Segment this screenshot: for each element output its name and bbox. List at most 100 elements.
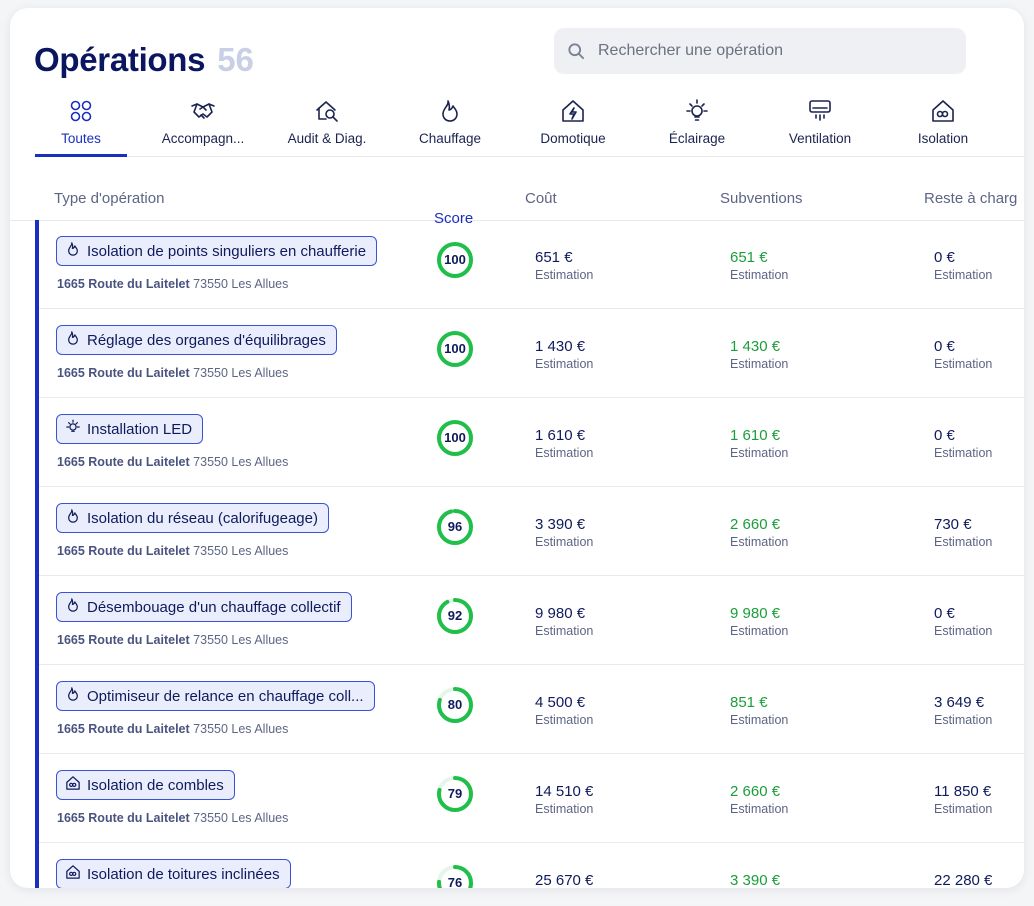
operations-panel: Opérations 56 Rechercher une opération T… [10,8,1024,888]
operation-name-chip[interactable]: Isolation du réseau (calorifugeage) [56,503,329,533]
search-icon [568,43,584,59]
address-city: 73550 Les Allues [189,366,289,380]
category-tabs: Toutes Accompagn... Audit & Diag. Chauff… [34,96,1024,157]
operation-name-chip[interactable]: Installation LED [56,414,204,444]
cost-value: 1 610 € [535,427,586,444]
address-city: 73550 Les Allues [189,633,289,647]
operation-address: 1665 Route du Laitelet 73550 Les Allues [57,277,288,291]
tab-accompagnement[interactable]: Accompagn... [156,96,250,154]
subsidy-estimate-label: Estimation [730,713,789,727]
address-street: 1665 Route du Laitelet [57,544,190,558]
cost-value: 4 500 € [535,694,586,711]
column-score-sort[interactable]: Score [434,198,474,238]
score-value: 80 [447,697,463,712]
table-row[interactable]: Isolation de combles 1665 Route du Laite… [39,754,1024,843]
search-input[interactable]: Rechercher une opération [554,28,966,74]
score-value: 100 [444,341,466,356]
subsidy-value: 3 390 € [730,872,781,888]
table-row[interactable]: Désembouage d'un chauffage collectif 166… [39,576,1024,665]
remaining-value: 11 850 € [934,783,992,800]
table-row[interactable]: Optimiseur de relance en chauffage coll.… [39,665,1024,754]
score-gauge: 100 [435,240,475,280]
subsidy-estimate-label: Estimation [730,446,789,460]
score-value: 79 [447,786,463,801]
operation-name: Désembouage d'un chauffage collectif [87,598,341,616]
cost-value: 25 670 € [535,872,594,888]
flame-icon [68,687,78,701]
remaining-estimate-label: Estimation [934,357,993,371]
tab-isolation[interactable]: Isolation [896,96,990,154]
operation-name-chip[interactable]: Désembouage d'un chauffage collectif [56,592,352,622]
cost-value: 651 € [535,249,573,266]
subsidy-value: 2 660 € [730,783,781,800]
operations-table-body: Isolation de points singuliers en chauff… [35,220,1024,888]
tab-label: Éclairage [668,131,726,146]
operation-name-chip[interactable]: Isolation de toitures inclinées [56,859,291,888]
address-street: 1665 Route du Laitelet [57,366,190,380]
operation-address: 1665 Route du Laitelet 73550 Les Allues [57,633,288,647]
lightbulb-icon [66,419,80,432]
table-row[interactable]: Installation LED 1665 Route du Laitelet … [39,398,1024,487]
score-ring [437,242,473,278]
column-subsidies: Subventions [720,190,803,207]
score-gauge: 76 [435,863,475,888]
address-city: 73550 Les Allues [189,544,289,558]
table-header: Type d'opération Score Coût Subventions … [10,178,1024,227]
cost-value: 3 390 € [535,516,586,533]
operation-name-chip[interactable]: Isolation de points singuliers en chauff… [56,236,378,266]
table-row[interactable]: Isolation du réseau (calorifugeage) 1665… [39,487,1024,576]
remaining-value: 0 € [934,605,955,622]
cost-estimate-label: Estimation [535,535,594,549]
tab-domotique[interactable]: Domotique [526,96,620,154]
column-type: Type d'opération [54,190,165,207]
cost-value: 1 430 € [535,338,586,355]
score-gauge: 92 [435,596,475,636]
remaining-estimate-label: Estimation [934,268,993,282]
operation-name: Optimiseur de relance en chauffage coll.… [87,687,364,705]
page-title: Opérations [34,41,206,78]
tab-label: Toutes [61,131,101,146]
remaining-value: 3 649 € [934,694,985,711]
cost-value: 9 980 € [535,605,586,622]
house-insulation-icon [66,865,80,879]
tab-audit-diag[interactable]: Audit & Diag. [280,96,374,154]
remaining-estimate-label: Estimation [934,624,993,638]
remaining-estimate-label: Estimation [934,802,993,816]
tab-label: Isolation [917,131,969,146]
subsidy-value: 1 610 € [730,427,781,444]
address-street: 1665 Route du Laitelet [57,633,190,647]
subsidy-value: 651 € [730,249,768,266]
address-city: 73550 Les Allues [189,722,289,736]
operation-name-chip[interactable]: Optimiseur de relance en chauffage coll.… [56,681,375,711]
table-row[interactable]: Isolation de toitures inclinées 76 25 67… [39,843,1024,888]
operation-name-chip[interactable]: Réglage des organes d'équilibrages [56,325,337,355]
remaining-estimate-label: Estimation [934,713,993,727]
subsidy-estimate-label: Estimation [730,624,789,638]
handshake-icon [191,103,215,119]
score-gauge: 100 [435,418,475,458]
table-row[interactable]: Isolation de points singuliers en chauff… [39,220,1024,309]
subsidy-value: 1 430 € [730,338,781,355]
tab-eclairage[interactable]: Éclairage [650,96,744,154]
subsidy-estimate-label: Estimation [730,268,789,282]
cost-estimate-label: Estimation [535,446,594,460]
table-row[interactable]: Réglage des organes d'équilibrages 1665 … [39,309,1024,398]
lightbulb-icon [686,99,708,121]
cost-estimate-label: Estimation [535,624,594,638]
tab-chauffage[interactable]: Chauffage [403,96,497,154]
operations-count: 56 [217,41,254,78]
tab-toutes[interactable]: Toutes [34,96,128,157]
score-value: 96 [447,519,463,534]
operation-name-chip[interactable]: Isolation de combles [56,770,235,800]
address-street: 1665 Route du Laitelet [57,811,190,825]
remaining-value: 0 € [934,338,955,355]
score-ring [437,598,473,634]
operation-name: Réglage des organes d'équilibrages [87,331,326,349]
subsidy-estimate-label: Estimation [730,802,789,816]
address-city: 73550 Les Allues [189,455,289,469]
flame-icon [442,100,458,122]
score-ring [437,865,473,888]
remaining-value: 22 280 € [934,872,993,888]
flame-icon [68,242,78,256]
tab-ventilation[interactable]: Ventilation [773,96,867,154]
